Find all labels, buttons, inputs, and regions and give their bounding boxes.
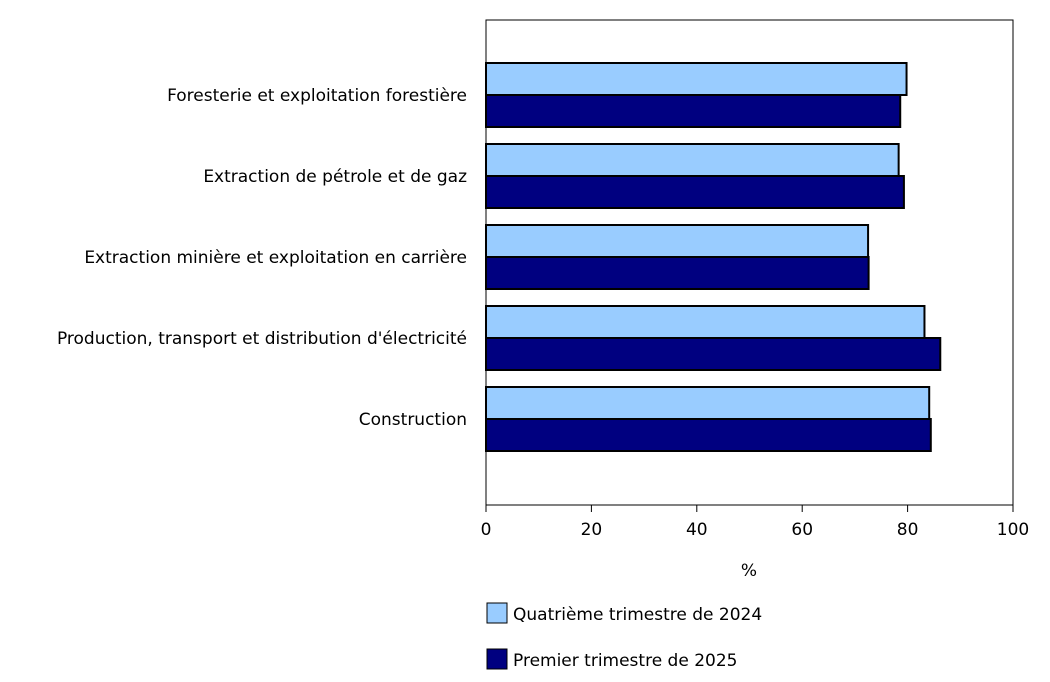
bar-quatrieme-2024 <box>485 224 870 258</box>
bar-quatrieme-2024 <box>485 143 900 177</box>
bar-premier-2025 <box>485 337 942 371</box>
x-tick-label: 0 <box>481 520 492 540</box>
bar-quatrieme-2024 <box>485 62 908 96</box>
category-label: Extraction minière et exploitation en ca… <box>84 248 467 268</box>
category-label: Construction <box>359 410 467 430</box>
legend-label: Premier trimestre de 2025 <box>513 651 737 671</box>
legend-swatch <box>486 602 508 624</box>
category-label: Production, transport et distribution d'… <box>57 329 467 349</box>
legend-swatch <box>486 648 508 670</box>
category-label: Foresterie et exploitation forestière <box>167 86 467 106</box>
bar-premier-2025 <box>485 175 905 209</box>
x-tick-label: 80 <box>897 520 919 540</box>
bar-premier-2025 <box>485 418 932 452</box>
bar-quatrieme-2024 <box>485 305 926 339</box>
category-label: Extraction de pétrole et de gaz <box>203 167 467 187</box>
bar-premier-2025 <box>485 94 902 128</box>
bar-premier-2025 <box>485 256 870 290</box>
x-tick-label: 100 <box>997 520 1029 540</box>
x-tick-label: 40 <box>686 520 708 540</box>
x-tick-label: 20 <box>581 520 603 540</box>
x-tick-label: 60 <box>791 520 813 540</box>
bar-quatrieme-2024 <box>485 386 931 420</box>
x-axis-label: % <box>741 561 757 581</box>
legend-label: Quatrième trimestre de 2024 <box>513 605 762 625</box>
